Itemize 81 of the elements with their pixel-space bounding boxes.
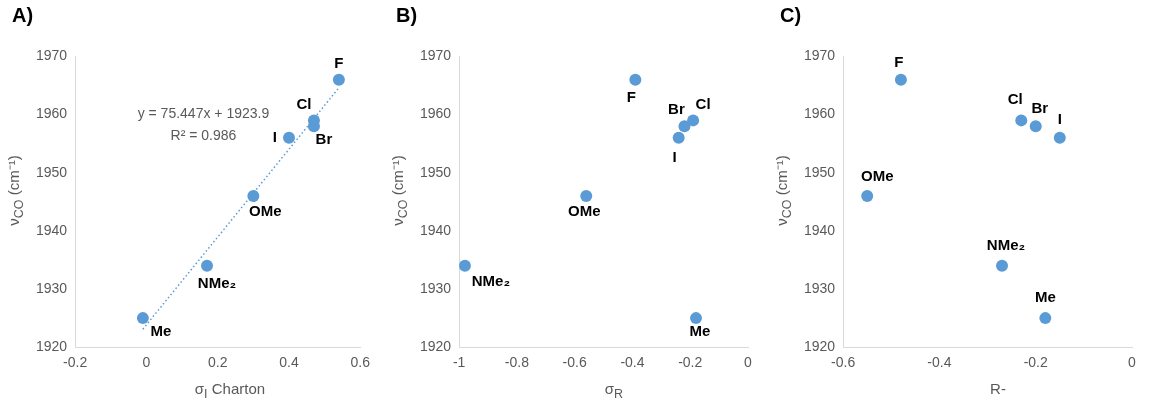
y-tick-label: 1940 [35, 221, 68, 238]
annotation: F [334, 53, 344, 71]
point [459, 259, 471, 272]
point [894, 73, 907, 86]
y-tick-label: 1920 [803, 338, 836, 355]
x-axis-title: σ$_{R}$ [603, 380, 625, 401]
annotation: NMe₂ [986, 235, 1026, 253]
annotation: OMe [567, 202, 601, 220]
y-tick-label: 1940 [419, 221, 452, 238]
point [629, 73, 642, 86]
point [1053, 131, 1066, 144]
annotation: R² = 0.986 [170, 127, 237, 144]
annotation: OMe [860, 167, 894, 185]
annotation: Me [1034, 288, 1056, 306]
annotation: NMe₂ [197, 273, 237, 291]
point [687, 114, 700, 127]
point [678, 120, 691, 133]
point [1015, 114, 1028, 127]
x-tick-label: 0.4 [279, 354, 299, 371]
annotation: I [672, 147, 677, 165]
x-tick-label: -1 [452, 354, 466, 371]
x-tick-label: -0.2 [1023, 354, 1048, 371]
annotation: Cl [296, 94, 312, 112]
x-axis-title: R- [989, 380, 1007, 397]
y-tick-label: 1970 [419, 47, 452, 64]
annotation: Cl [695, 94, 711, 112]
x-tick-label: -0.2 [63, 354, 88, 371]
point [1039, 312, 1052, 325]
point [690, 312, 703, 325]
x-tick-label: -0.4 [620, 354, 645, 371]
y-tick-label: 1930 [419, 279, 452, 296]
annotation: Me [150, 322, 172, 340]
annotation: Br [315, 130, 333, 148]
y-tick-label: 1920 [35, 338, 68, 355]
annotation: Cl [1007, 89, 1023, 107]
point [282, 131, 295, 144]
x-tick-label: 0 [1128, 354, 1137, 371]
point [332, 73, 345, 86]
x-tick-label: 0.6 [350, 354, 371, 371]
y-tick-label: 1930 [35, 279, 68, 296]
annotation: Me [689, 322, 711, 340]
point [996, 259, 1009, 272]
y-tick-label: 1930 [803, 279, 836, 296]
point [247, 189, 260, 202]
annotation: F [894, 52, 904, 70]
y-tick-label: 1960 [419, 105, 452, 122]
point [861, 189, 874, 202]
y-tick-label: 1920 [419, 338, 452, 355]
annotation: I [1057, 109, 1062, 127]
annotation: Br [668, 100, 685, 118]
x-tick-label: -0.2 [678, 354, 703, 371]
annotation: Br [1031, 99, 1049, 117]
x-axis-title: σ$_{I}$ Charton [193, 380, 267, 401]
chart-title: B) [396, 4, 418, 27]
point [672, 131, 685, 144]
y-tick-label: 1950 [35, 163, 68, 180]
x-tick-label: 0 [744, 354, 753, 371]
x-tick-label: -0.4 [927, 354, 952, 371]
y-tick-label: 1950 [803, 163, 836, 180]
chart-title: A) [12, 4, 34, 27]
annotation: F [626, 87, 636, 105]
annotation: I [272, 127, 277, 145]
y-tick-label: 1950 [419, 163, 452, 180]
point [201, 259, 214, 272]
x-tick-label: -0.8 [504, 354, 530, 371]
point [1029, 120, 1042, 133]
annotation: OMe [249, 202, 282, 220]
chart-title: C) [780, 4, 802, 27]
y-tick-label: 1970 [35, 47, 68, 64]
y-tick-label: 1960 [803, 105, 836, 122]
annotation: y = 75.447x + 1923.9 [137, 105, 270, 122]
y-tick-label: 1940 [803, 221, 836, 238]
y-tick-label: 1970 [803, 47, 836, 64]
point [580, 189, 593, 202]
point [136, 312, 149, 325]
annotation: NMe₂ [471, 271, 511, 289]
x-tick-label: -0.6 [562, 354, 587, 371]
y-tick-label: 1960 [35, 105, 68, 122]
x-tick-label: 0.2 [207, 354, 228, 371]
x-tick-label: 0 [142, 354, 151, 371]
x-tick-label: -0.6 [831, 354, 856, 371]
